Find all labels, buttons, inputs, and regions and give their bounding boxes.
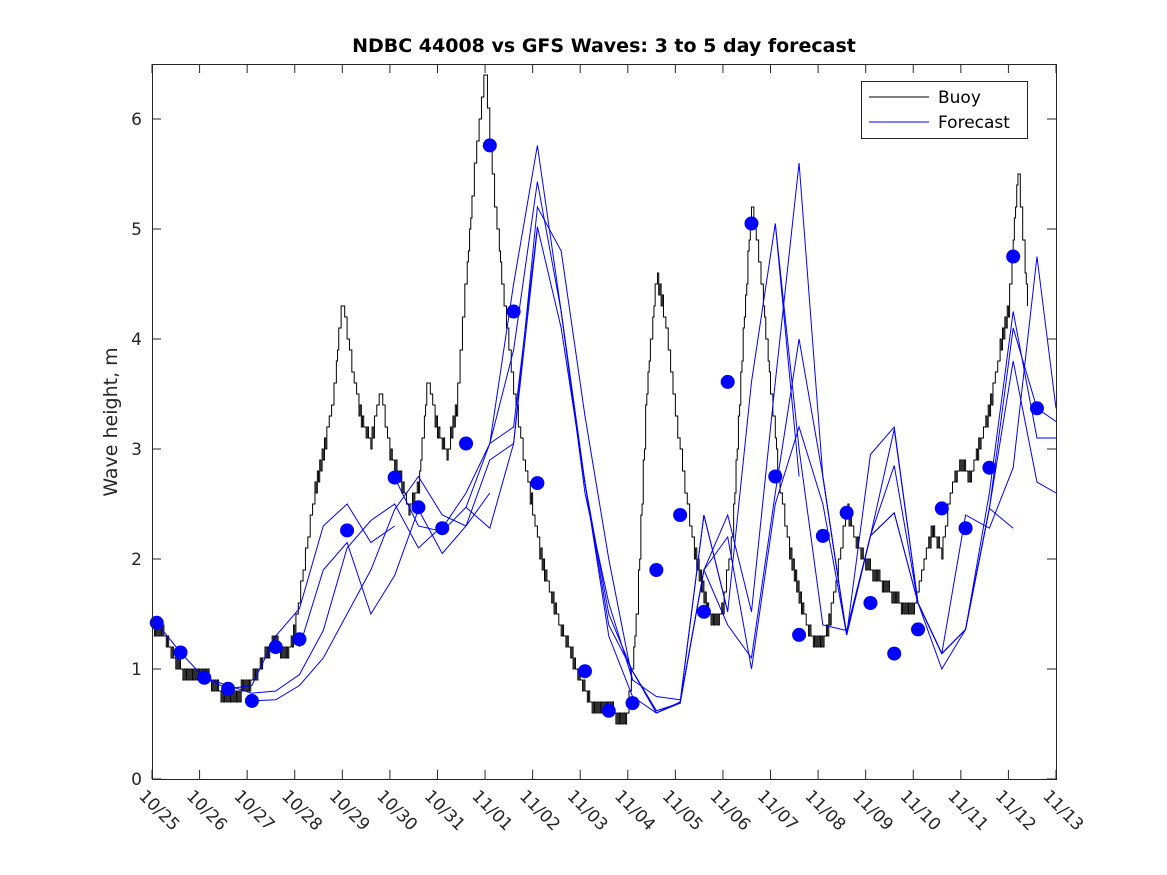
forecast-marker xyxy=(1029,401,1044,416)
y-axis: 0 1 2 3 4 5 6 xyxy=(131,110,1056,790)
forecast-run-line xyxy=(465,181,705,712)
forecast-run-line xyxy=(156,503,395,690)
x-tick-label: 10/28 xyxy=(277,786,326,835)
forecast-marker xyxy=(673,508,688,522)
forecast-run-line xyxy=(632,162,871,714)
y-tick-label: 5 xyxy=(131,220,142,240)
x-tick-label: 11/12 xyxy=(991,786,1040,835)
x-tick-label: 11/01 xyxy=(468,786,517,835)
forecast-marker xyxy=(815,528,830,543)
buoy-line xyxy=(152,74,1028,725)
y-axis-label: Wave height, m xyxy=(100,347,122,496)
x-tick-label: 10/30 xyxy=(372,786,421,835)
forecast-run-line xyxy=(822,327,1057,655)
x-axis: 10/2510/2610/2710/2810/2910/3010/3111/01… xyxy=(134,64,1087,835)
forecast-run-line xyxy=(299,228,538,648)
y-tick-label: 2 xyxy=(131,550,142,570)
x-tick-label: 11/02 xyxy=(515,786,564,835)
buoy-series xyxy=(152,74,1028,725)
x-tick-label: 11/05 xyxy=(658,786,707,835)
legend: Buoy Forecast xyxy=(861,81,1028,139)
x-tick-label: 10/25 xyxy=(134,786,183,835)
forecast-run-line xyxy=(204,503,443,694)
x-tick-label: 10/31 xyxy=(420,786,469,835)
x-tick-label: 11/08 xyxy=(801,786,850,835)
forecast-marker xyxy=(268,640,283,654)
forecast-run-line xyxy=(394,205,634,681)
forecast-marker xyxy=(982,460,997,475)
forecast-marker xyxy=(601,703,616,718)
forecast-run-line xyxy=(703,425,943,670)
x-tick-label: 10/27 xyxy=(230,786,279,835)
forecast-marker xyxy=(720,374,735,389)
legend-label-buoy: Buoy xyxy=(938,88,981,108)
forecast-run-line xyxy=(774,223,1014,655)
forecast-marker xyxy=(934,501,949,516)
forecast-marker xyxy=(863,596,878,610)
x-tick-label: 11/04 xyxy=(610,786,659,835)
plot-area xyxy=(149,74,1057,725)
y-tick-label: 1 xyxy=(131,660,142,680)
forecast-marker xyxy=(435,521,450,536)
x-tick-label: 11/06 xyxy=(705,786,754,835)
forecast-marker xyxy=(792,627,807,642)
forecast-marker xyxy=(482,138,497,153)
forecast-marker xyxy=(744,216,759,231)
forecast-marker xyxy=(149,615,164,630)
forecast-marker xyxy=(459,436,474,451)
x-tick-label: 11/07 xyxy=(753,786,802,835)
forecast-marker xyxy=(387,470,402,485)
forecast-marker xyxy=(506,304,521,319)
x-tick-label: 11/11 xyxy=(943,786,992,835)
forecast-marker xyxy=(197,670,212,685)
chart-title: NDBC 44008 vs GFS Waves: 3 to 5 day fore… xyxy=(352,35,856,57)
forecast-marker xyxy=(696,604,711,619)
forecast-marker xyxy=(340,523,355,538)
forecast-marker xyxy=(768,469,783,484)
forecast-marker xyxy=(577,664,592,679)
forecast-run-line xyxy=(679,338,919,704)
forecast-run-line xyxy=(941,256,1057,654)
y-tick-label: 4 xyxy=(131,330,142,350)
forecast-marker xyxy=(958,521,973,536)
legend-box xyxy=(861,81,1028,139)
x-tick-label: 10/26 xyxy=(182,786,231,835)
x-tick-label: 11/03 xyxy=(563,786,612,835)
legend-label-forecast: Forecast xyxy=(938,113,1010,133)
x-tick-label: 11/10 xyxy=(896,786,945,835)
x-tick-label: 10/29 xyxy=(325,786,374,835)
forecast-markers xyxy=(149,138,1044,718)
forecast-run-line xyxy=(251,475,491,702)
forecast-run-line xyxy=(441,145,681,701)
x-tick-label: 11/13 xyxy=(1038,786,1087,835)
forecast-marker xyxy=(411,500,426,515)
forecast-marker xyxy=(625,696,640,711)
forecast-marker xyxy=(244,693,259,708)
forecast-marker xyxy=(887,646,902,661)
forecast-marker xyxy=(221,681,236,696)
forecast-marker xyxy=(649,563,664,577)
forecast-marker xyxy=(839,505,854,520)
axes-frame xyxy=(152,64,1057,780)
forecast-marker xyxy=(911,622,926,637)
forecast-marker xyxy=(1006,249,1021,264)
y-tick-label: 6 xyxy=(131,110,142,130)
forecast-marker xyxy=(173,645,188,660)
x-tick-label: 11/09 xyxy=(848,786,897,835)
y-tick-label: 0 xyxy=(131,770,142,790)
y-tick-label: 3 xyxy=(131,440,142,460)
forecast-marker xyxy=(530,476,545,491)
forecast-marker xyxy=(292,632,307,647)
